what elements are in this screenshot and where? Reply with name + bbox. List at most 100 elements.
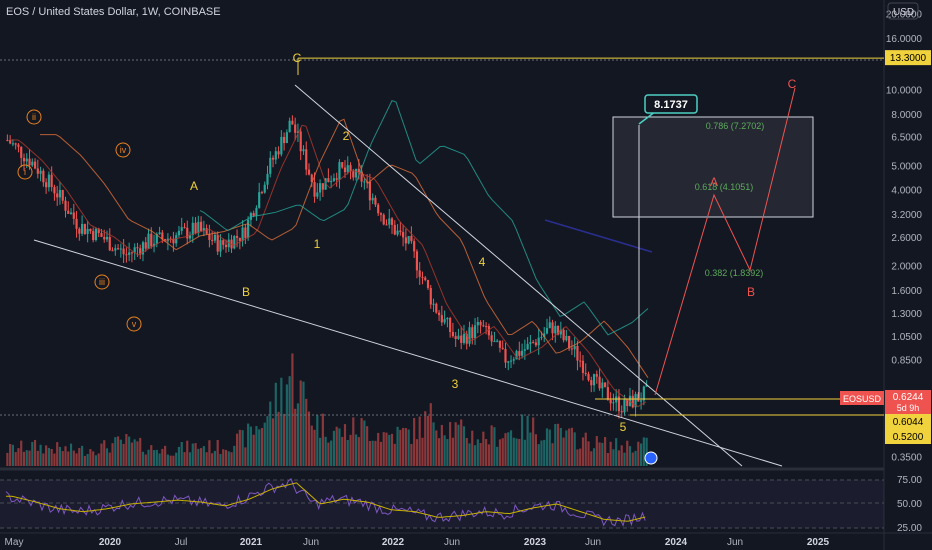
volume-bar xyxy=(313,429,316,466)
symbol-tag: EOSUSD xyxy=(843,394,882,404)
volume-bar xyxy=(269,401,272,466)
candle-body xyxy=(61,190,64,201)
volume-bar xyxy=(78,448,81,466)
wave-label-5: 5 xyxy=(620,420,627,434)
candle-body xyxy=(639,400,643,402)
volume-bar xyxy=(623,452,626,466)
candle-body xyxy=(457,335,460,340)
candle-body xyxy=(249,213,252,220)
volume-bar xyxy=(374,440,377,466)
candle-body xyxy=(540,336,543,338)
volume-bar xyxy=(69,443,73,466)
candle-body xyxy=(56,193,59,198)
candle-body xyxy=(235,236,239,238)
candle-body xyxy=(568,335,571,349)
currency-label: USD xyxy=(893,7,914,18)
candle-body xyxy=(258,192,261,208)
volume-bar xyxy=(310,425,313,466)
candle-body xyxy=(260,192,264,194)
volume-bar xyxy=(280,377,283,466)
candle-body xyxy=(642,386,645,401)
candle-body xyxy=(238,237,241,241)
candle-body xyxy=(285,132,288,144)
volume-bar xyxy=(227,451,230,466)
volume-bar xyxy=(449,422,452,466)
price-tick-label: 16.0000 xyxy=(886,34,923,45)
candle-body xyxy=(89,228,92,232)
projected-wave-path xyxy=(654,87,796,396)
candle-body xyxy=(432,303,435,305)
candle-body xyxy=(244,227,247,238)
candle-body xyxy=(556,325,560,335)
candle-body xyxy=(219,240,222,252)
candle-body xyxy=(299,131,302,152)
candle-body xyxy=(587,373,590,381)
minor-wave-circle xyxy=(94,274,110,290)
time-axis-label: Jun xyxy=(303,537,319,548)
volume-bar xyxy=(545,428,549,466)
volume-bar xyxy=(346,440,349,466)
volume-bar xyxy=(22,451,26,466)
volume-bar xyxy=(305,398,308,466)
volume-bar xyxy=(429,403,432,466)
price-tick-label: 0.3500 xyxy=(891,453,922,464)
candle-body xyxy=(523,349,526,351)
candle-body xyxy=(316,192,319,197)
candle-body xyxy=(598,376,601,389)
volume-bar xyxy=(592,448,596,466)
candle-body xyxy=(186,227,189,239)
candle-body xyxy=(443,319,446,323)
symbol-tag-bg xyxy=(840,391,884,405)
fib-level-label: 0.618 (4.1051) xyxy=(695,182,754,192)
volume-bar xyxy=(490,425,493,466)
volume-bar xyxy=(371,440,374,466)
candle-body xyxy=(97,228,100,234)
candle-body xyxy=(354,168,358,178)
candle-body xyxy=(247,219,250,238)
volume-bar xyxy=(556,423,560,466)
candle-body xyxy=(31,161,34,166)
candle-body xyxy=(291,120,294,125)
volume-bar xyxy=(435,430,438,466)
time-axis-label: 2023 xyxy=(524,537,547,548)
candle-body xyxy=(42,170,45,183)
volume-bar xyxy=(155,449,158,466)
candle-body xyxy=(487,326,490,336)
candle-body xyxy=(357,168,360,173)
candle-body xyxy=(188,235,192,239)
volume-bar xyxy=(399,429,402,466)
volume-bar xyxy=(20,440,23,466)
volume-bar xyxy=(487,444,490,466)
candle-body xyxy=(64,200,67,211)
volume-bar xyxy=(89,449,92,466)
projection-label-c: C xyxy=(788,77,797,91)
candle-body xyxy=(321,183,324,190)
volume-bar xyxy=(197,448,200,466)
candle-body xyxy=(349,165,352,172)
volume-bar xyxy=(626,440,629,466)
candle-body xyxy=(33,161,37,169)
candle-body xyxy=(302,149,305,152)
price-tick-label: 2.0000 xyxy=(891,262,922,273)
candle-body xyxy=(551,322,554,334)
candle-body xyxy=(628,395,632,406)
minor-wave-label: iv xyxy=(120,145,127,155)
volume-bar xyxy=(83,455,86,466)
candle-body xyxy=(155,234,158,244)
wave-label-B: B xyxy=(242,285,250,299)
candle-body xyxy=(498,340,502,348)
time-axis-label: Jun xyxy=(585,537,601,548)
volume-bar xyxy=(230,452,233,466)
volume-bar xyxy=(294,408,297,466)
volume-bar xyxy=(407,429,410,466)
volume-bar xyxy=(266,416,269,466)
candle-body xyxy=(529,342,532,344)
volume-bar xyxy=(92,451,95,466)
candle-body xyxy=(20,146,23,158)
candle-body xyxy=(418,270,421,277)
candle-body xyxy=(128,252,131,255)
volume-bar xyxy=(343,424,347,466)
volume-bar xyxy=(6,452,9,466)
candle-body xyxy=(86,228,89,235)
